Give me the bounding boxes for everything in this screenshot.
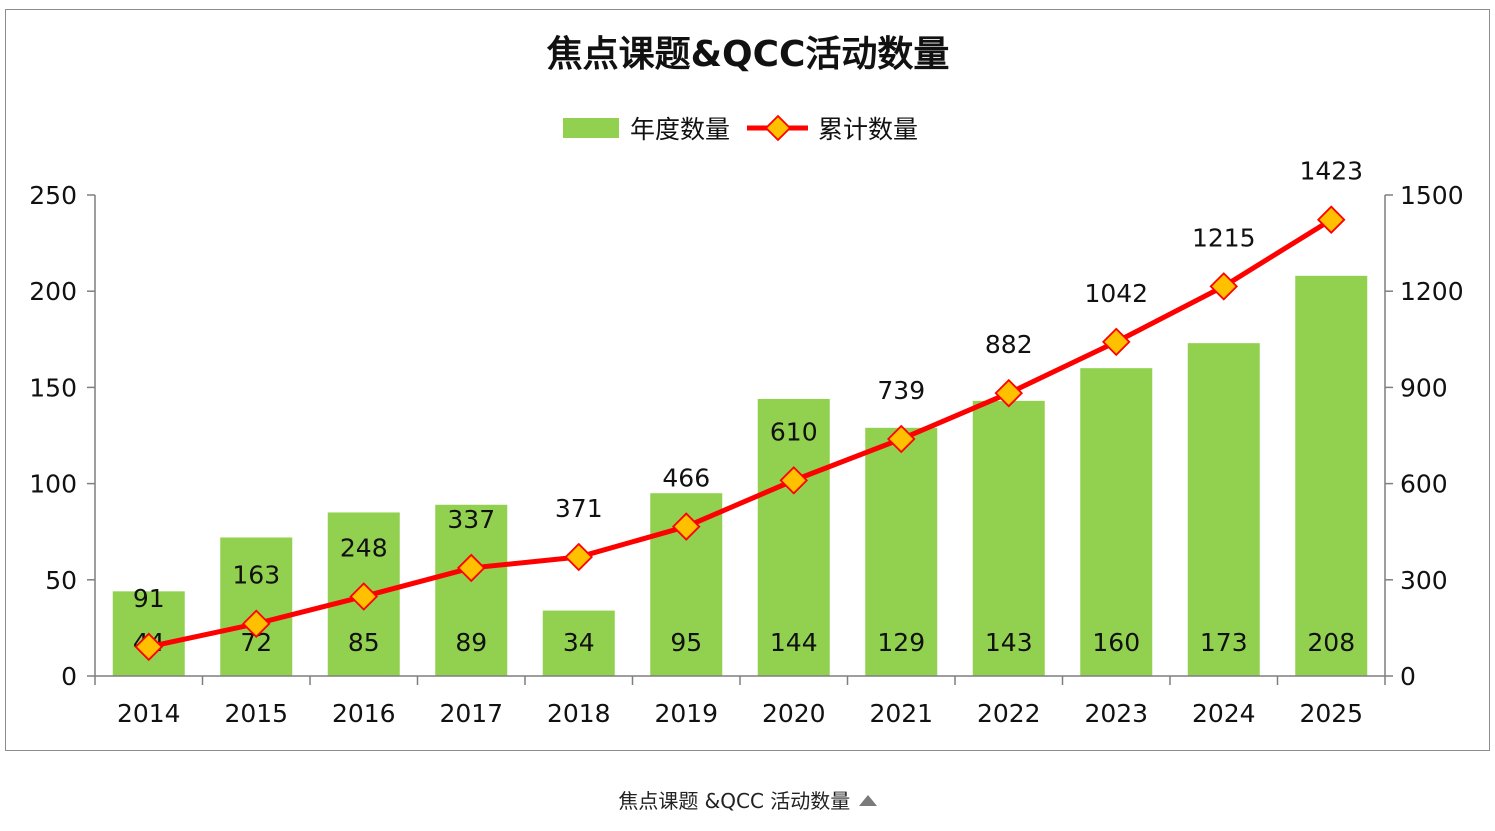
line-point-marker bbox=[1101, 327, 1131, 357]
line-point-marker bbox=[134, 632, 164, 662]
bar-data-label: 129 bbox=[877, 628, 925, 657]
left-tick-label: 0 bbox=[61, 662, 77, 691]
legend-label-bars: 年度数量 bbox=[630, 115, 730, 144]
x-tick-label: 2020 bbox=[762, 699, 826, 728]
line-point-marker bbox=[779, 466, 809, 495]
legend-swatch-marker bbox=[764, 114, 792, 142]
right-tick-label: 900 bbox=[1400, 373, 1448, 402]
line-data-label: 739 bbox=[877, 376, 925, 405]
line-point-marker bbox=[349, 582, 379, 611]
x-tick-label: 2022 bbox=[977, 699, 1041, 728]
left-tick-label: 200 bbox=[29, 277, 77, 306]
legend-swatch-bars bbox=[563, 118, 619, 138]
right-tick-label: 1200 bbox=[1400, 277, 1464, 306]
bar-annual bbox=[865, 427, 938, 676]
bar-data-label: 85 bbox=[348, 628, 380, 657]
x-tick-label: 2023 bbox=[1084, 699, 1148, 728]
bar-data-label: 89 bbox=[455, 628, 487, 657]
left-tick-label: 150 bbox=[29, 373, 77, 402]
legend-label-line: 累计数量 bbox=[818, 115, 918, 144]
x-tick-label: 2016 bbox=[332, 699, 396, 728]
line-point-marker bbox=[456, 553, 486, 583]
x-tick-label: 2018 bbox=[547, 699, 611, 728]
bar-annual bbox=[220, 537, 293, 676]
bar-data-label: 173 bbox=[1200, 628, 1248, 657]
chart-title: 焦点课题&QCC活动数量 bbox=[547, 34, 950, 75]
line-data-label: 1042 bbox=[1084, 279, 1148, 308]
line-data-label: 163 bbox=[232, 561, 280, 590]
line-data-label: 1215 bbox=[1192, 223, 1256, 252]
line-data-label: 1423 bbox=[1299, 157, 1363, 186]
line-point-marker bbox=[564, 542, 594, 572]
line-point-marker bbox=[1316, 205, 1346, 234]
line-data-label: 337 bbox=[447, 505, 495, 534]
bar-data-label: 143 bbox=[985, 628, 1033, 657]
x-tick-label: 2014 bbox=[117, 699, 181, 728]
bar-data-label: 95 bbox=[670, 628, 702, 657]
right-tick-label: 600 bbox=[1400, 470, 1448, 499]
right-tick-label: 1500 bbox=[1400, 181, 1464, 210]
triangle-up-icon[interactable] bbox=[858, 795, 877, 806]
line-data-label: 248 bbox=[340, 533, 388, 562]
bar-annual bbox=[757, 398, 830, 676]
bar-data-label: 144 bbox=[770, 628, 818, 657]
bar-annual bbox=[1187, 343, 1260, 676]
line-point-marker bbox=[1209, 272, 1239, 301]
right-tick-label: 300 bbox=[1400, 566, 1448, 595]
caption-text: 焦点课题 &QCC 活动数量 bbox=[618, 789, 851, 813]
line-point-marker bbox=[886, 424, 916, 454]
line-data-label: 466 bbox=[662, 464, 710, 493]
chart-caption: 焦点课题 &QCC 活动数量 bbox=[0, 785, 1495, 814]
line-point-marker bbox=[994, 378, 1024, 408]
x-tick-label: 2024 bbox=[1192, 699, 1256, 728]
bar-annual bbox=[542, 610, 615, 676]
left-tick-label: 100 bbox=[29, 470, 77, 499]
bar-data-label: 34 bbox=[563, 628, 595, 657]
left-tick-label: 50 bbox=[45, 566, 77, 595]
bar-annual bbox=[1080, 368, 1153, 676]
line-data-label: 882 bbox=[985, 330, 1033, 359]
series-line-cumulative bbox=[148, 217, 1333, 650]
line-point-marker bbox=[671, 512, 701, 541]
left-tick-label: 250 bbox=[29, 181, 77, 210]
line-point-marker bbox=[241, 609, 271, 639]
x-tick-label: 2017 bbox=[439, 699, 503, 728]
bar-annual bbox=[972, 400, 1045, 676]
x-tick-label: 2015 bbox=[224, 699, 288, 728]
line-data-label: 371 bbox=[555, 494, 603, 523]
line-data-label: 91 bbox=[133, 584, 165, 613]
x-tick-label: 2019 bbox=[654, 699, 718, 728]
bar-annual bbox=[1295, 275, 1368, 676]
x-tick-label: 2021 bbox=[869, 699, 933, 728]
x-tick-label: 2025 bbox=[1299, 699, 1363, 728]
right-tick-label: 0 bbox=[1400, 662, 1416, 691]
bar-data-label: 160 bbox=[1092, 628, 1140, 657]
bar-annual bbox=[435, 504, 508, 676]
bar-data-label: 208 bbox=[1307, 628, 1355, 657]
line-data-label: 610 bbox=[770, 417, 818, 446]
